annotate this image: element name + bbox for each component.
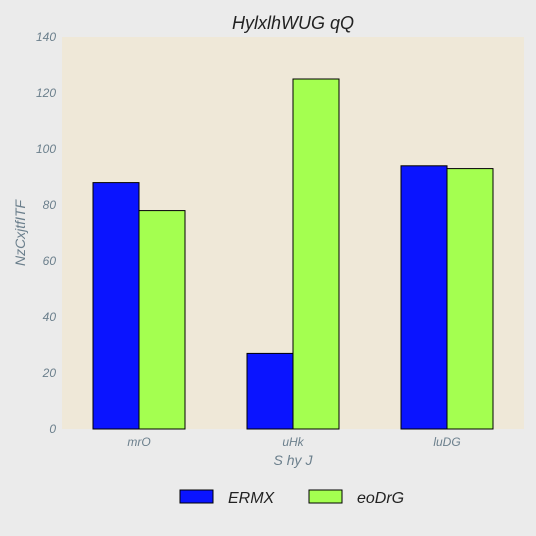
legend: ERMX eoDrG [179,489,404,507]
bar-ERMX-mrO [92,182,140,430]
legend-label-ERMX: ERMX [228,490,276,507]
y-tick-label: 80 [43,198,57,212]
x-axis-ticks: mrO uHk luDG [127,435,460,449]
bar-eoDrG-uHk [292,78,340,430]
x-tick-label: uHk [282,435,304,449]
bar-eoDrG-luDG [446,168,494,430]
y-tick-label: 60 [43,254,57,268]
bar-ERMX-luDG [400,165,448,430]
y-tick-label: 100 [36,142,56,156]
x-axis-label: S hy J [274,452,314,468]
bars-group [92,78,494,430]
y-tick-label: 120 [36,86,56,100]
bar-eoDrG-mrO [138,210,186,430]
y-axis-label: NzCxjtfITF [12,199,28,267]
x-tick-label: mrO [127,435,150,449]
y-axis-ticks: 0 20 40 60 80 100 120 140 [36,30,56,436]
legend-swatch-ERMX [179,489,214,504]
y-tick-label: 40 [43,310,57,324]
y-tick-label: 20 [42,366,57,380]
y-tick-label: 140 [36,30,56,44]
bar-ERMX-uHk [246,352,294,430]
legend-label-eoDrG: eoDrG [357,490,404,507]
x-tick-label: luDG [433,435,460,449]
chart-title: HylxlhWUG qQ [232,13,354,33]
y-tick-label: 0 [49,422,56,436]
legend-swatch-eoDrG [308,489,343,504]
